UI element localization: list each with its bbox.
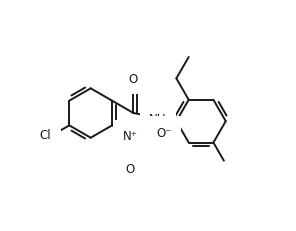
Text: N⁺: N⁺ <box>123 130 138 143</box>
Text: O: O <box>126 162 135 175</box>
Text: O⁻: O⁻ <box>156 126 172 139</box>
Text: O: O <box>129 73 138 85</box>
Text: NH: NH <box>149 112 167 125</box>
Text: Cl: Cl <box>40 128 52 141</box>
